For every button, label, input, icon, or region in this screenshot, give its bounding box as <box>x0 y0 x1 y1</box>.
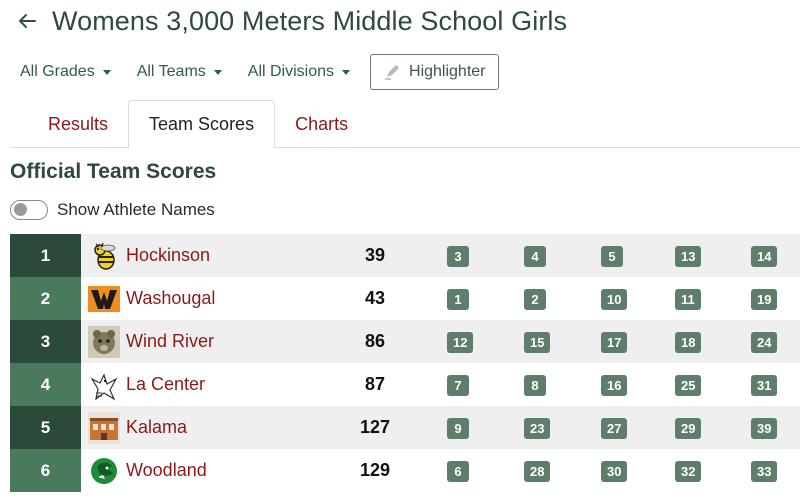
place-badge: 25 <box>675 375 702 396</box>
place-badge: 31 <box>751 375 778 396</box>
place-badge: 7 <box>447 375 469 396</box>
place-badge: 27 <box>601 418 628 439</box>
team-name-link[interactable]: Wind River <box>126 331 215 351</box>
hornet-logo-icon <box>88 240 120 272</box>
team-scores-table: 1 Hockinson 39 3 4 5 13 14 2 Washou <box>10 234 800 492</box>
eagle-logo-icon <box>88 369 120 401</box>
place-badge: 10 <box>601 289 628 310</box>
tab-charts[interactable]: Charts <box>295 113 349 134</box>
place-badge: 9 <box>447 418 469 439</box>
table-row: 5 Kalama 127 9 23 27 29 39 <box>10 406 800 449</box>
divisions-dropdown-label: All Divisions <box>247 63 335 80</box>
place-badge: 4 <box>524 246 546 267</box>
table-row: 2 Washougal 43 1 2 10 11 19 <box>10 277 800 320</box>
place-badge: 2 <box>524 289 546 310</box>
divisions-dropdown[interactable]: All Divisions <box>247 63 351 81</box>
place-badge: 39 <box>751 418 778 439</box>
building-logo-icon <box>88 412 120 444</box>
team-rank: 4 <box>10 363 81 406</box>
team-score: 86 <box>364 331 386 351</box>
team-score: 39 <box>364 245 386 265</box>
chevron-down-icon <box>102 69 111 75</box>
team-name-link[interactable]: Kalama <box>126 417 188 437</box>
page-header: Womens 3,000 Meters Middle School Girls <box>0 0 800 48</box>
team-score: 129 <box>359 460 391 480</box>
filter-bar: All Grades All Teams All Divisions Highl… <box>20 52 499 92</box>
highlighter-button[interactable]: Highlighter <box>370 54 499 90</box>
place-badge: 8 <box>524 375 546 396</box>
place-badge: 23 <box>524 418 551 439</box>
team-name-link[interactable]: Woodland <box>126 460 207 480</box>
tab-team-scores[interactable]: Team Scores <box>128 100 276 149</box>
back-arrow-icon[interactable] <box>16 10 40 34</box>
tab-bar: Results Team Scores Charts <box>10 100 800 149</box>
team-score: 87 <box>364 374 386 394</box>
place-badge: 1 <box>447 289 469 310</box>
place-badge: 33 <box>751 461 778 482</box>
section-title: Official Team Scores <box>10 160 217 183</box>
grades-dropdown-label: All Grades <box>20 63 95 80</box>
show-athlete-names-toggle[interactable] <box>10 200 48 220</box>
team-rank: 2 <box>10 277 81 320</box>
grades-dropdown[interactable]: All Grades <box>20 63 111 81</box>
place-badge: 30 <box>601 461 628 482</box>
place-badge: 13 <box>675 246 702 267</box>
place-badge: 5 <box>601 246 623 267</box>
team-name-link[interactable]: Hockinson <box>126 245 211 265</box>
place-badge: 28 <box>524 461 551 482</box>
place-badge: 24 <box>751 332 778 353</box>
highlighter-label: Highlighter <box>409 63 486 80</box>
teams-dropdown-label: All Teams <box>136 63 206 80</box>
page-title: Womens 3,000 Meters Middle School Girls <box>52 6 568 36</box>
team-rank: 5 <box>10 406 81 449</box>
place-badge: 14 <box>751 246 778 267</box>
place-badge: 17 <box>601 332 628 353</box>
team-rank: 6 <box>10 449 81 492</box>
tab-results[interactable]: Results <box>48 113 109 134</box>
table-row: 3 Wind River 86 12 15 17 18 24 <box>10 320 800 363</box>
athlete-names-toggle-row: Show Athlete Names <box>10 200 215 220</box>
teams-dropdown[interactable]: All Teams <box>137 63 222 81</box>
place-badge: 3 <box>447 246 469 267</box>
toggle-label: Show Athlete Names <box>57 200 215 219</box>
place-badge: 29 <box>675 418 702 439</box>
team-score: 127 <box>359 417 391 437</box>
bear-logo-icon <box>88 326 120 358</box>
chevron-down-icon <box>342 69 351 75</box>
place-badge: 12 <box>447 332 474 353</box>
place-badge: 11 <box>675 289 701 310</box>
place-badge: 15 <box>524 332 551 353</box>
highlighter-icon <box>383 63 401 81</box>
table-row: 6 Woodland 129 6 28 30 32 33 <box>10 449 800 492</box>
beaver-logo-icon <box>88 455 120 487</box>
place-badge: 18 <box>675 332 702 353</box>
toggle-knob <box>14 203 27 216</box>
table-row: 1 Hockinson 39 3 4 5 13 14 <box>10 234 800 277</box>
w-letter-logo-icon <box>88 283 120 315</box>
team-name-link[interactable]: La Center <box>126 374 206 394</box>
table-row: 4 La Center 87 7 8 16 25 31 <box>10 363 800 406</box>
team-rank: 1 <box>10 234 81 277</box>
place-badge: 16 <box>601 375 628 396</box>
team-rank: 3 <box>10 320 81 363</box>
place-badge: 19 <box>751 289 778 310</box>
place-badge: 6 <box>447 461 469 482</box>
team-name-link[interactable]: Washougal <box>126 288 216 308</box>
team-score: 43 <box>364 288 386 308</box>
place-badge: 32 <box>675 461 702 482</box>
chevron-down-icon <box>213 69 222 75</box>
